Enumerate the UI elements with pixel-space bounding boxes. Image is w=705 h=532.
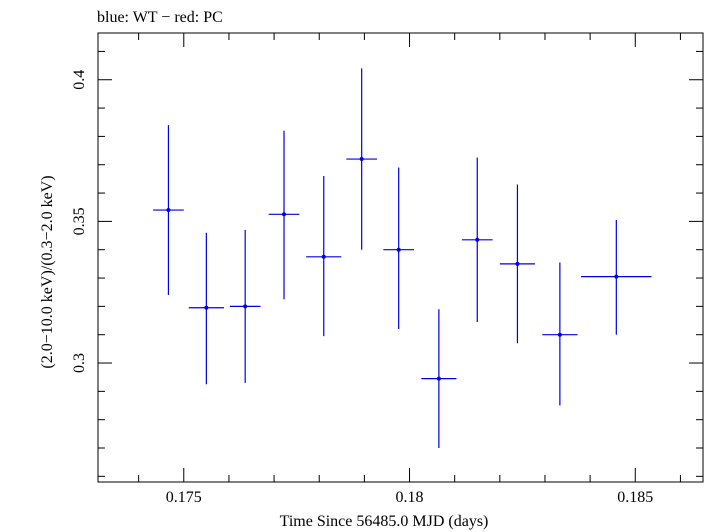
data-marker <box>515 261 520 266</box>
data-marks <box>153 68 652 449</box>
data-point <box>188 232 224 385</box>
data-point <box>499 184 536 344</box>
data-point <box>542 262 578 406</box>
y-tick-label: 0.3 <box>71 353 88 373</box>
y-tick-label: 0.35 <box>71 207 88 235</box>
data-marker <box>475 237 480 242</box>
y-tick-label: 0.4 <box>71 70 88 90</box>
data-marker <box>557 332 562 337</box>
plot-frame <box>97 32 704 483</box>
data-point <box>461 157 493 322</box>
data-marker <box>436 376 441 381</box>
data-marker <box>243 304 248 309</box>
data-point <box>229 229 261 383</box>
axes: 0.175 0.18 0.185 0.3 0.35 0.4 <box>71 33 703 506</box>
data-marker <box>359 157 364 162</box>
data-point <box>581 219 652 335</box>
data-point <box>346 68 378 250</box>
chart-title: blue: WT − red: PC <box>97 9 223 26</box>
data-marker <box>614 274 619 279</box>
y-axis-label: (2.0−10.0 keV)/(0.3−2.0 keV) <box>39 175 56 368</box>
data-point <box>306 176 342 337</box>
data-marker <box>282 212 287 217</box>
x-tick-label: 0.18 <box>396 489 424 506</box>
data-point <box>383 167 415 330</box>
data-marker <box>166 208 171 213</box>
data-point <box>421 309 457 449</box>
x-tick-label: 0.175 <box>166 489 202 506</box>
data-marker <box>204 305 209 310</box>
x-axis-label: Time Since 56485.0 MJD (days) <box>280 513 489 530</box>
data-marker <box>396 247 401 252</box>
data-point <box>153 125 184 296</box>
x-tick-label: 0.185 <box>617 489 653 506</box>
data-marker <box>321 254 326 259</box>
data-point <box>268 130 300 300</box>
